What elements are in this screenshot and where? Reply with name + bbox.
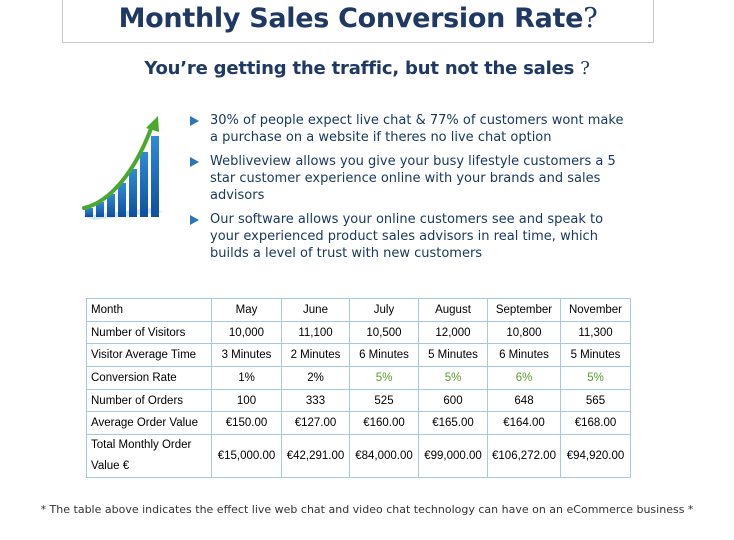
table-cell: €150.00 [211, 411, 282, 436]
row-label: Total Monthly Order Value € [86, 434, 212, 479]
table-header-cell: September [487, 298, 561, 322]
table-cell: 10,500 [349, 320, 419, 345]
table-cell: 648 [487, 388, 561, 413]
bullet-item: Our software allows your online customer… [190, 211, 630, 262]
table-cell: 6% [487, 366, 561, 390]
page-subtitle: You’re getting the traffic, but not the … [144, 58, 590, 79]
table-header-row: Month May June July August September Nov… [86, 298, 631, 322]
table-cell: €42,291.00 [281, 434, 350, 479]
row-label: Number of Orders [86, 388, 212, 413]
sales-table: Month May June July August September Nov… [86, 298, 631, 479]
table-cell: €127.00 [281, 411, 350, 436]
table-cell: 5 Minutes [418, 343, 488, 368]
table-cell: 5% [560, 366, 631, 390]
table-header-cell: August [418, 298, 488, 322]
table-cell: 565 [560, 388, 631, 413]
table-cell: 3 Minutes [211, 343, 282, 368]
table-header-cell: Month [86, 298, 212, 322]
table-cell: €99,000.00 [418, 434, 488, 479]
bullet-list: 30% of people expect live chat & 77% of … [190, 112, 630, 269]
triangle-bullet-icon [190, 157, 199, 167]
table-cell: 2 Minutes [281, 343, 350, 368]
table-cell: 100 [211, 388, 282, 413]
table-cell: 10,800 [487, 320, 561, 345]
bullet-item: Webliveview allows you give your busy li… [190, 153, 630, 204]
table-cell: 12,000 [418, 320, 488, 345]
table-header-cell: November [560, 298, 631, 322]
table-row: Number of Orders 100 333 525 600 648 565 [86, 388, 631, 413]
bullet-text: 30% of people expect live chat & 77% of … [210, 113, 624, 145]
table-cell: 333 [281, 388, 350, 413]
title-box: Monthly Sales Conversion Rate? [62, 0, 654, 43]
page-title: Monthly Sales Conversion Rate? [118, 3, 598, 34]
table-cell: €84,000.00 [349, 434, 419, 479]
table-cell: €15,000.00 [211, 434, 282, 479]
rising-bar-chart-icon [82, 116, 164, 220]
row-label: Number of Visitors [86, 320, 212, 345]
table-header-cell: May [211, 298, 282, 322]
table-cell: 1% [211, 366, 282, 390]
table-cell: €160.00 [349, 411, 419, 436]
table-cell: 5% [418, 366, 488, 390]
table-cell: 5 Minutes [560, 343, 631, 368]
row-label: Average Order Value [86, 411, 212, 436]
triangle-bullet-icon [190, 116, 199, 126]
table-cell: 11,300 [560, 320, 631, 345]
bullet-item: 30% of people expect live chat & 77% of … [190, 112, 630, 146]
table-cell: 525 [349, 388, 419, 413]
table-cell: €94,920.00 [560, 434, 631, 479]
table-cell: 600 [418, 388, 488, 413]
bullet-text: Our software allows your online customer… [210, 212, 604, 261]
row-label: Conversion Rate [86, 366, 212, 390]
table-header-cell: July [349, 298, 419, 322]
table-row: Number of Visitors 10,000 11,100 10,500 … [86, 320, 631, 345]
table-cell: 6 Minutes [349, 343, 419, 368]
table-cell: 10,000 [211, 320, 282, 345]
table-cell: €106,272.00 [487, 434, 561, 479]
table-header-cell: June [281, 298, 350, 322]
table-cell: 6 Minutes [487, 343, 561, 368]
table-cell: 2% [281, 366, 350, 390]
table-cell: €168.00 [560, 411, 631, 436]
row-label: Visitor Average Time [86, 343, 212, 368]
table-row: Average Order Value €150.00 €127.00 €160… [86, 411, 631, 436]
table-row: Conversion Rate 1% 2% 5% 5% 6% 5% [86, 366, 631, 390]
table-cell: €165.00 [418, 411, 488, 436]
table-cell: €164.00 [487, 411, 561, 436]
table-cell: 11,100 [281, 320, 350, 345]
triangle-bullet-icon [190, 215, 199, 225]
table-cell: 5% [349, 366, 419, 390]
table-row: Total Monthly Order Value € €15,000.00 €… [86, 434, 631, 479]
bullet-text: Webliveview allows you give your busy li… [210, 154, 616, 203]
table-row: Visitor Average Time 3 Minutes 2 Minutes… [86, 343, 631, 368]
footnote: * The table above indicates the effect l… [40, 503, 694, 516]
